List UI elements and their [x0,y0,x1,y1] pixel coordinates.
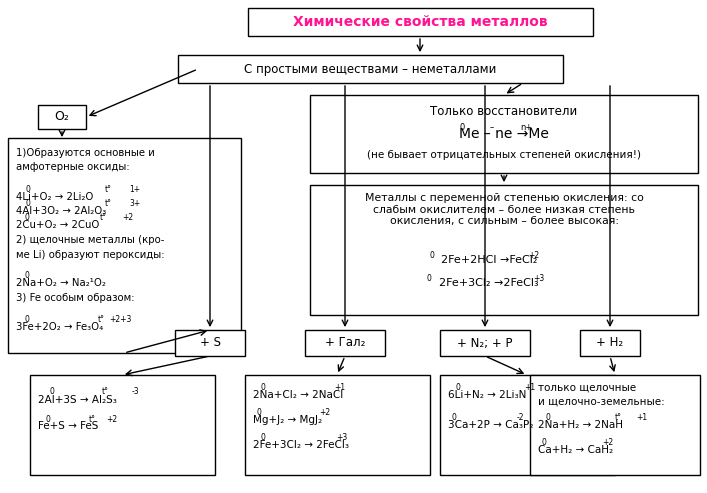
Text: +2: +2 [122,213,134,222]
Text: +2+3: +2+3 [109,315,132,324]
Text: 3Ca+2P → Ca₃P₂: 3Ca+2P → Ca₃P₂ [448,420,533,430]
Bar [580,330,640,356]
Text: -3: -3 [132,387,139,396]
Bar [38,105,86,129]
Bar [530,375,700,475]
Text: +1: +1 [525,383,536,392]
Text: t°: t° [614,413,621,422]
Text: O₂: O₂ [54,110,69,124]
Text: 2Fe+3Cl₂ → 2FeCl₃: 2Fe+3Cl₂ → 2FeCl₃ [253,440,349,450]
Text: n+: n+ [520,123,532,132]
Text: 2Al+3S → Al₂S₃: 2Al+3S → Al₂S₃ [38,395,117,405]
Text: 0: 0 [452,413,457,422]
Text: 4Al+3O₂ → 2Al₂O₃: 4Al+3O₂ → 2Al₂O₃ [16,206,106,216]
Bar [310,95,698,173]
Text: +2: +2 [320,408,331,417]
Text: (не бывает отрицательных степеней окисления!): (не бывает отрицательных степеней окисле… [367,150,641,160]
Text: 0: 0 [455,383,460,392]
Text: -2: -2 [516,413,524,422]
Text: 0: 0 [25,213,30,222]
Text: Mg+J₂ → MgJ₂: Mg+J₂ → MgJ₂ [253,415,322,425]
Text: 0: 0 [25,199,30,208]
Text: 0: 0 [49,387,54,396]
Text: 1)Образуются основные и: 1)Образуются основные и [16,148,155,158]
Text: 0: 0 [25,272,30,281]
Text: ме Li) образуют пероксиды:: ме Li) образуют пероксиды: [16,249,165,259]
Text: + S: + S [199,337,221,350]
Text: t°: t° [98,315,105,324]
Text: +3: +3 [337,433,348,442]
Text: +2: +2 [602,438,614,447]
Text: 0: 0 [542,438,547,447]
Text: 0: 0 [426,274,431,283]
Text: 0: 0 [430,251,434,260]
Text: Металлы с переменной степенью окисления: со
слабым окислителем – более низкая ст: Металлы с переменной степенью окисления:… [365,193,643,226]
Text: +2: +2 [107,415,117,424]
Text: +2: +2 [528,251,539,260]
Bar [178,55,563,83]
Text: 0: 0 [25,315,30,324]
Bar [175,330,245,356]
Text: 6Li+N₂ → 2Li₃N: 6Li+N₂ → 2Li₃N [448,390,527,400]
Text: 2Na+H₂ → 2NaH: 2Na+H₂ → 2NaH [538,420,623,430]
Text: 2Cu+O₂ → 2CuO: 2Cu+O₂ → 2CuO [16,220,100,231]
Text: +1: +1 [334,383,346,392]
Text: 3+: 3+ [129,199,141,208]
Text: 0: 0 [261,433,265,442]
Text: 0: 0 [45,415,50,424]
Text: Только восстановители: Только восстановители [431,105,578,118]
Text: + N₂; + P: + N₂; + P [457,337,513,350]
Text: Ca+H₂ → CaH₂: Ca+H₂ → CaH₂ [538,445,613,455]
Text: + H₂: + H₂ [597,337,624,350]
Bar [440,375,615,475]
Text: –: – [490,123,494,132]
Text: t°: t° [88,415,95,424]
Text: + Гал₂: + Гал₂ [325,337,366,350]
Text: 3) Fe особым образом:: 3) Fe особым образом: [16,293,134,303]
Text: С простыми веществами – неметаллами: С простыми веществами – неметаллами [244,63,496,75]
Text: и щелочно-земельные:: и щелочно-земельные: [538,397,665,407]
Text: +1: +1 [636,413,648,422]
Text: 3Fe+2O₂ → Fe₃O₄: 3Fe+2O₂ → Fe₃O₄ [16,322,103,332]
Text: 2Na+Cl₂ → 2NaCl: 2Na+Cl₂ → 2NaCl [253,390,344,400]
Text: 2Na+O₂ → Na₂¹O₂: 2Na+O₂ → Na₂¹O₂ [16,279,106,288]
Text: 0: 0 [25,184,30,193]
Text: t°: t° [100,213,107,222]
Text: 0: 0 [546,413,551,422]
Bar [440,330,530,356]
Bar [30,375,215,475]
Text: t°: t° [105,184,112,193]
Text: Химические свойства металлов: Химические свойства металлов [293,15,547,29]
Text: 2Fe+2HCl →FeCl₂: 2Fe+2HCl →FeCl₂ [440,255,537,265]
Text: +3: +3 [533,274,544,283]
Text: только щелочные: только щелочные [538,383,636,393]
Text: Me – ne →Me: Me – ne →Me [459,127,549,141]
Bar [248,8,593,36]
Bar [245,375,430,475]
Text: t°: t° [105,199,112,208]
Bar [310,185,698,315]
Text: 1+: 1+ [129,184,141,193]
Text: 0: 0 [460,123,464,132]
Bar [305,330,385,356]
Text: амфотерные оксиды:: амфотерные оксиды: [16,163,129,173]
Bar [8,138,241,353]
Text: 2) щелочные металлы (кро-: 2) щелочные металлы (кро- [16,235,164,245]
Text: 0: 0 [261,383,265,392]
Text: 0: 0 [257,408,262,417]
Text: 4Li+O₂ → 2Li₂O: 4Li+O₂ → 2Li₂O [16,191,93,202]
Text: 2Fe+3Cl₂ →2FeCl₃: 2Fe+3Cl₂ →2FeCl₃ [439,278,539,288]
Text: Fe+S → FeS: Fe+S → FeS [38,421,98,431]
Text: t°: t° [102,387,108,396]
